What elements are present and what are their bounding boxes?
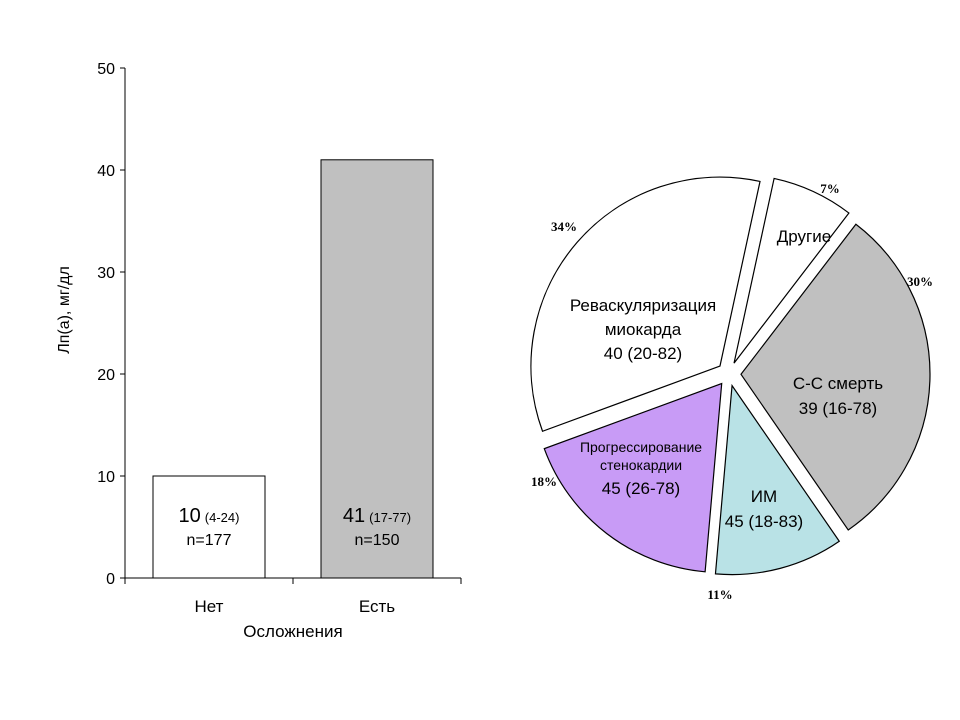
slice-label: 45 (18-83) — [725, 512, 803, 531]
slice-percent-label: 34% — [551, 219, 577, 234]
y-tick-label: 40 — [97, 163, 115, 180]
bar-range: (17-77) — [369, 510, 411, 525]
bar-value: 10 — [179, 505, 201, 527]
y-tick-label: 10 — [97, 469, 115, 486]
bar-n-label: n=150 — [355, 532, 400, 549]
bar-chart: Лп(а), мг/дл Осложнения 0 10 20 30 40 50 Нет 10… — [56, 61, 462, 641]
bar-range: (4-24) — [205, 510, 240, 525]
slice-label: Другие — [777, 227, 831, 246]
slice-percent-label: 7% — [820, 181, 840, 196]
bar-1 — [152, 475, 266, 579]
slice-label: ИМ — [751, 487, 777, 506]
pie-slice-4 — [714, 383, 841, 576]
y-tick-label: 0 — [106, 571, 115, 588]
slice-percent-label: 30% — [907, 274, 933, 289]
pie-chart: Реваскуляризация миокарда 40 (20-82) 34% Дру… — [530, 176, 933, 602]
pie-slice-5 — [543, 382, 723, 573]
slice-label: Прогрессирование — [580, 439, 702, 455]
slice-label: миокарда — [605, 320, 682, 339]
pie-slice-3 — [740, 223, 931, 531]
y-tick-label: 20 — [97, 367, 115, 384]
slice-label: Реваскуляризация — [570, 296, 716, 315]
slice-percent-label: 18% — [531, 474, 557, 489]
slice-label: 45 (26-78) — [602, 479, 680, 498]
slice-label: 39 (16-78) — [799, 399, 877, 418]
slice-label: 40 (20-82) — [604, 344, 682, 363]
bar-value-label: 41 (17-77) — [343, 505, 411, 527]
bar-2 — [320, 159, 434, 579]
x-axis-label: Осложнения — [243, 622, 342, 641]
pie-slice-1 — [530, 176, 761, 433]
y-tick-label: 50 — [97, 61, 115, 78]
slice-percent-label: 11% — [707, 587, 732, 602]
pie-slice-2 — [733, 177, 850, 364]
bar-value-label: 10 (4-24) — [179, 505, 240, 527]
bar-n-label: n=177 — [187, 532, 232, 549]
slice-label: стенокардии — [600, 457, 682, 473]
x-tick-label: Есть — [359, 597, 395, 616]
y-tick-label: 30 — [97, 265, 115, 282]
y-axis-label: Лп(а), мг/дл — [56, 266, 73, 354]
x-tick-label: Нет — [195, 597, 224, 616]
bar-value: 41 — [343, 505, 365, 527]
slice-label: С-С смерть — [793, 374, 883, 393]
